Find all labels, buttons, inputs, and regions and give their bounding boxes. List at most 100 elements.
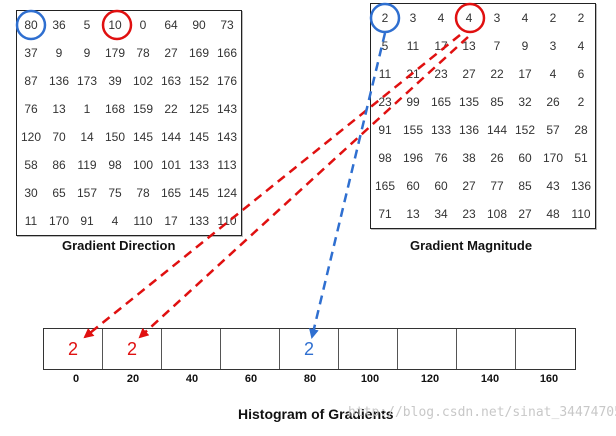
direction-cell: 9 [55, 46, 63, 60]
histogram-bin-60 [221, 329, 280, 369]
direction-cell: 91 [80, 214, 94, 228]
direction-cell: 150 [104, 130, 126, 144]
direction-cell: 157 [76, 186, 98, 200]
magnitude-cell: 196 [402, 151, 424, 165]
direction-cell: 0 [139, 18, 147, 32]
direction-cell: 125 [188, 102, 210, 116]
direction-cell: 5 [83, 18, 91, 32]
magnitude-cell: 6 [577, 67, 585, 81]
direction-cell: 39 [108, 74, 122, 88]
histogram-bin-0: 2 [44, 329, 103, 369]
magnitude-cell: 165 [430, 95, 452, 109]
gradient-magnitude-grid: 2 3 4 4 3 4 2 2 5 11 17 13 7 9 3 4 11 21 23 27 22 17 4 6 23 99 165… [370, 3, 596, 229]
direction-cell: 179 [104, 46, 126, 60]
direction-cell: 176 [216, 74, 238, 88]
direction-cell: 100 [132, 158, 154, 172]
bin-label-20: 20 [126, 373, 140, 385]
direction-cell: 36 [52, 18, 66, 32]
bin-label-40: 40 [185, 373, 199, 385]
bin-label-80: 80 [303, 373, 317, 385]
direction-highlight-red [101, 9, 133, 41]
magnitude-cell: 26 [490, 151, 504, 165]
direction-cell: 80 [24, 18, 38, 32]
magnitude-cell: 27 [462, 67, 476, 81]
gradient-direction-title: Gradient Direction [62, 238, 176, 253]
magnitude-cell: 27 [462, 179, 476, 193]
direction-cell: 17 [164, 214, 178, 228]
magnitude-cell: 17 [518, 67, 532, 81]
magnitude-cell: 77 [490, 179, 504, 193]
direction-cell: 90 [192, 18, 206, 32]
direction-cell: 30 [24, 186, 38, 200]
histogram-bin-20: 2 [103, 329, 162, 369]
direction-cell: 64 [164, 18, 178, 32]
direction-cell: 14 [80, 130, 94, 144]
magnitude-highlight-red [454, 2, 486, 34]
watermark: http://blog.csdn.net/sinat_34474705 [348, 405, 616, 420]
magnitude-cell: 152 [514, 123, 536, 137]
magnitude-cell: 99 [406, 95, 420, 109]
magnitude-cell: 135 [458, 95, 480, 109]
magnitude-cell: 4 [521, 11, 529, 25]
magnitude-cell: 2 [577, 11, 585, 25]
magnitude-cell: 9 [521, 39, 529, 53]
direction-row: 120 70 14 150 145 144 145 143 [17, 123, 241, 151]
direction-cell: 9 [83, 46, 91, 60]
magnitude-cell: 60 [518, 151, 532, 165]
direction-cell: 101 [160, 158, 182, 172]
magnitude-cell: 3 [493, 11, 501, 25]
arrow-red-to-bin-0 [83, 34, 461, 339]
direction-cell: 166 [216, 46, 238, 60]
magnitude-cell: 13 [462, 39, 476, 53]
gradient-direction-grid: 80 36 5 10 0 64 90 73 37 9 9 179 78 27 169 166 87 136 173 3… [16, 10, 242, 236]
direction-cell: 73 [220, 18, 234, 32]
direction-cell: 86 [52, 158, 66, 172]
direction-cell: 13 [52, 102, 66, 116]
magnitude-cell: 136 [458, 123, 480, 137]
magnitude-row: 91 155 133 136 144 152 57 28 [371, 116, 595, 144]
magnitude-cell: 4 [465, 11, 473, 25]
magnitude-cell: 3 [409, 11, 417, 25]
direction-cell: 145 [132, 130, 154, 144]
direction-row: 87 136 173 39 102 163 152 176 [17, 67, 241, 95]
magnitude-cell: 27 [518, 207, 532, 221]
magnitude-cell: 17 [434, 39, 448, 53]
magnitude-cell: 38 [462, 151, 476, 165]
magnitude-cell: 11 [406, 39, 420, 53]
magnitude-row: 165 60 60 27 77 85 43 136 [371, 172, 595, 200]
magnitude-highlight-blue [369, 2, 401, 34]
direction-cell: 124 [216, 186, 238, 200]
direction-cell: 110 [133, 214, 153, 228]
magnitude-cell: 85 [518, 179, 532, 193]
magnitude-row: 98 196 76 38 26 60 170 51 [371, 144, 595, 172]
direction-cell: 173 [76, 74, 98, 88]
direction-cell: 75 [108, 186, 122, 200]
magnitude-cell: 5 [381, 39, 389, 53]
magnitude-cell: 60 [434, 179, 448, 193]
direction-cell: 78 [136, 186, 150, 200]
magnitude-cell: 23 [434, 67, 448, 81]
direction-cell: 87 [24, 74, 38, 88]
magnitude-cell: 2 [549, 11, 557, 25]
direction-cell: 4 [111, 214, 119, 228]
magnitude-cell: 85 [490, 95, 504, 109]
direction-cell: 159 [132, 102, 154, 116]
magnitude-cell: 43 [546, 179, 560, 193]
histogram-bin-80: 2 [280, 329, 339, 369]
direction-cell: 37 [24, 46, 38, 60]
magnitude-cell: 23 [378, 95, 392, 109]
direction-cell: 168 [104, 102, 126, 116]
direction-cell: 169 [188, 46, 210, 60]
magnitude-cell: 98 [378, 151, 392, 165]
magnitude-cell: 110 [571, 207, 591, 221]
magnitude-row: 23 99 165 135 85 32 26 2 [371, 88, 595, 116]
direction-cell: 165 [160, 186, 182, 200]
magnitude-row: 2 3 4 4 3 4 2 2 [371, 4, 595, 32]
magnitude-cell: 11 [378, 67, 392, 81]
magnitude-cell: 4 [577, 39, 585, 53]
magnitude-cell: 91 [378, 123, 392, 137]
direction-cell: 136 [48, 74, 70, 88]
direction-cell: 98 [108, 158, 122, 172]
magnitude-cell: 22 [490, 67, 504, 81]
